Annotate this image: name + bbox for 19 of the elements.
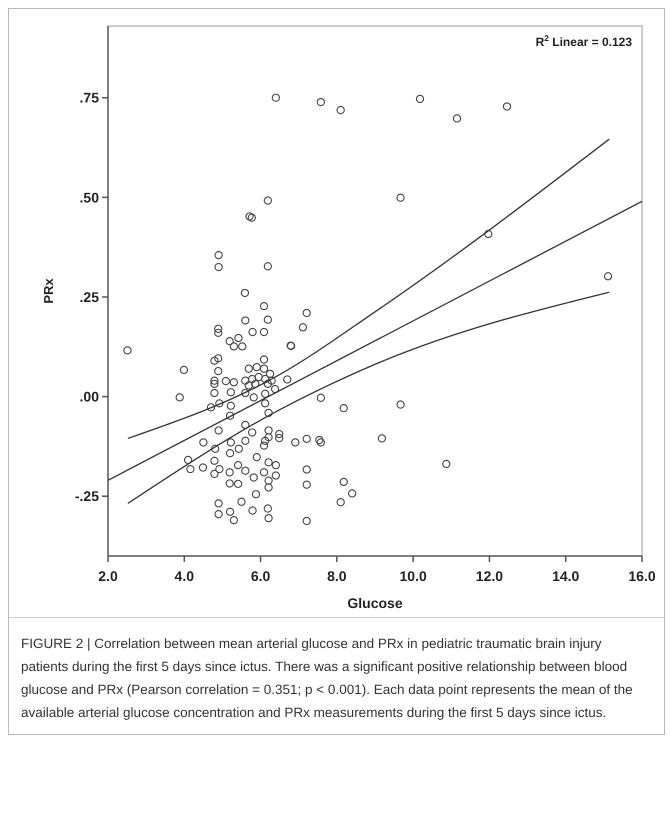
x-axis-title: Glucose — [347, 595, 403, 611]
line-series — [127, 292, 610, 504]
y-tick-label: .25 — [80, 288, 100, 305]
x-tick-label: 16.0 — [628, 568, 656, 584]
x-tick-label: 2.0 — [98, 568, 118, 584]
y-axis-title: PRx — [41, 278, 56, 304]
caption: FIGURE 2 | Correlation between mean arterial glucose and PRx in pediatric traumatic brain injury patients during the first 5 days since ictus. There was a significant positive relationship between blood glucose and PRx (Pearson correlation = 0.351; p < 0.001). Each data point represents the mean of the available arterial glucose concentration and PRx measurements during the first 5 days since ictus. — [9, 617, 664, 734]
x-tick-label: 10.0 — [400, 568, 427, 584]
x-tick-label: 14.0 — [552, 568, 580, 584]
x-tick-label: 4.0 — [174, 568, 194, 584]
line-series — [127, 138, 610, 440]
x-tick-label: 6.0 — [250, 568, 271, 584]
y-tick-label: .00 — [80, 388, 100, 405]
x-tick-label: 12.0 — [476, 568, 504, 584]
y-tick-label: .50 — [80, 189, 100, 206]
y-tick-label: -.25 — [74, 488, 100, 504]
annotation: R$^{2}$ Linear = 0.123 — [536, 33, 632, 49]
y-tick-label: .75 — [80, 90, 100, 106]
x-tick-label: 8.0 — [327, 568, 347, 584]
